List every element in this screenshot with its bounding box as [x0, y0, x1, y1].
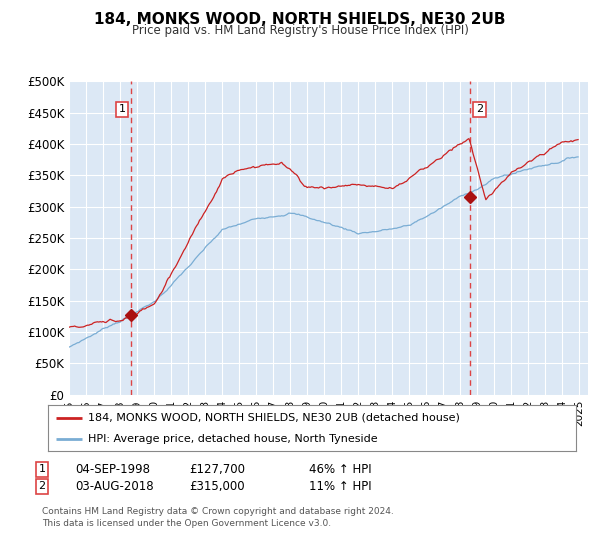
Text: 184, MONKS WOOD, NORTH SHIELDS, NE30 2UB (detached house): 184, MONKS WOOD, NORTH SHIELDS, NE30 2UB… [88, 413, 460, 423]
Text: 04-SEP-1998: 04-SEP-1998 [75, 463, 150, 476]
Text: 2: 2 [476, 104, 483, 114]
Text: 2: 2 [38, 481, 46, 491]
Text: 46% ↑ HPI: 46% ↑ HPI [309, 463, 371, 476]
Text: Price paid vs. HM Land Registry's House Price Index (HPI): Price paid vs. HM Land Registry's House … [131, 24, 469, 37]
Text: £127,700: £127,700 [189, 463, 245, 476]
Text: 1: 1 [38, 464, 46, 474]
Text: HPI: Average price, detached house, North Tyneside: HPI: Average price, detached house, Nort… [88, 435, 377, 444]
Text: 03-AUG-2018: 03-AUG-2018 [75, 479, 154, 493]
Text: Contains HM Land Registry data © Crown copyright and database right 2024.
This d: Contains HM Land Registry data © Crown c… [42, 507, 394, 528]
Text: 1: 1 [119, 104, 125, 114]
Text: 11% ↑ HPI: 11% ↑ HPI [309, 479, 371, 493]
Text: 184, MONKS WOOD, NORTH SHIELDS, NE30 2UB: 184, MONKS WOOD, NORTH SHIELDS, NE30 2UB [94, 12, 506, 27]
Text: £315,000: £315,000 [189, 479, 245, 493]
